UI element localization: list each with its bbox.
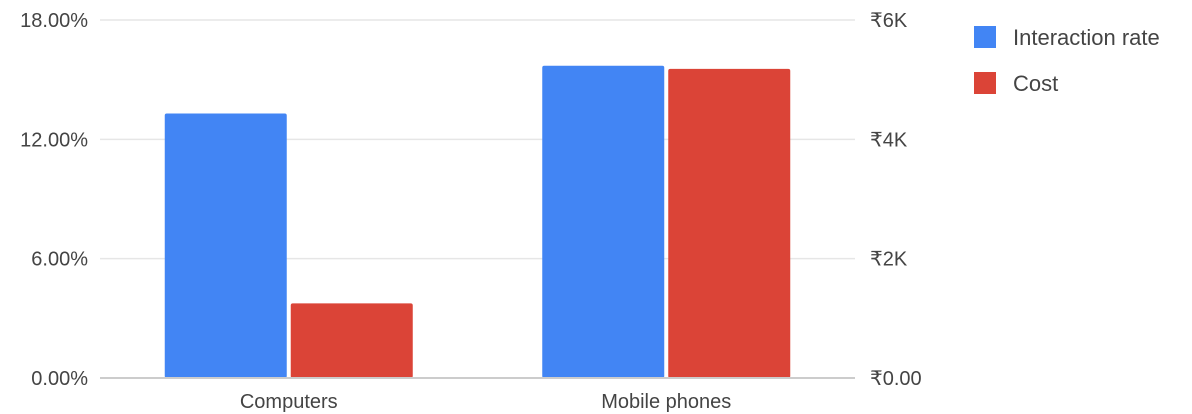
left-tick-label: 18.00% [20, 10, 88, 32]
left-axis-ticks: 0.00% 6.00% 12.00% 18.00% [20, 10, 88, 390]
legend-label: Cost [1013, 71, 1058, 96]
bars [164, 65, 791, 378]
left-tick-label: 12.00% [20, 129, 88, 151]
right-tick-label: ₹0.00 [870, 368, 922, 390]
left-tick-label: 6.00% [31, 249, 88, 271]
bar-interaction-rate-computers [164, 113, 287, 378]
right-axis-ticks: ₹0.00 ₹2K ₹4K ₹6K [870, 10, 922, 390]
right-tick-label: ₹6K [870, 10, 908, 32]
right-tick-label: ₹4K [870, 129, 908, 151]
legend-swatch [974, 26, 996, 48]
left-tick-label: 0.00% [31, 368, 88, 390]
category-label: Computers [240, 391, 338, 413]
bar-cost-computers [290, 303, 413, 378]
legend-swatch [974, 72, 996, 94]
bar-cost-mobile-phones [668, 68, 791, 378]
category-labels: Computers Mobile phones [240, 391, 731, 413]
legend: Interaction rate Cost [974, 25, 1160, 96]
legend-label: Interaction rate [1013, 25, 1160, 50]
category-label: Mobile phones [601, 391, 731, 413]
right-tick-label: ₹2K [870, 249, 908, 271]
bar-interaction-rate-mobile-phones [542, 65, 665, 378]
